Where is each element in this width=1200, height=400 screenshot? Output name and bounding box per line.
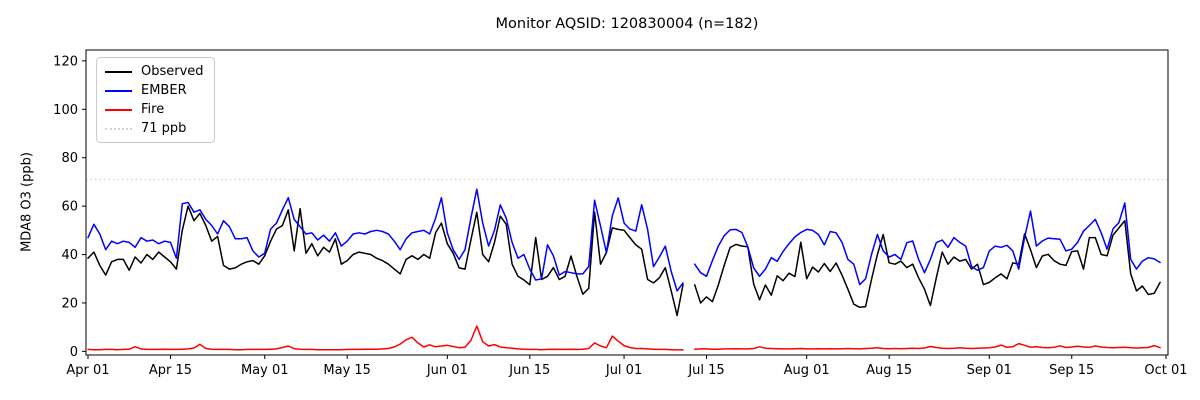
- x-tick-label: Jun 01: [426, 363, 468, 378]
- legend: Observed EMBER Fire 71 ppb: [96, 57, 215, 143]
- y-tick-label: 120: [53, 54, 78, 69]
- x-tick-label: Sep 01: [967, 363, 1012, 378]
- series-line-observed: [87, 205, 1161, 317]
- legend-label-fire: Fire: [141, 102, 165, 117]
- y-tick-label: 100: [53, 103, 78, 118]
- legend-item-ember: EMBER: [105, 83, 204, 98]
- y-tick-label: 80: [61, 151, 78, 166]
- plot-border: [85, 49, 1169, 356]
- x-tick-label: May 15: [323, 363, 371, 378]
- x-tick-label: Oct 01: [1144, 363, 1187, 378]
- ember-line-swatch: [105, 89, 132, 92]
- legend-label-threshold: 71 ppb: [141, 121, 187, 136]
- x-tick-label: Jul 01: [605, 363, 642, 378]
- y-tick-label: 40: [61, 248, 78, 263]
- series-line-fire: [87, 325, 1161, 351]
- x-tick-label: Sep 15: [1049, 363, 1094, 378]
- threshold-line-swatch: [105, 127, 132, 130]
- y-tick-label: 0: [70, 345, 78, 360]
- legend-label-observed: Observed: [141, 64, 204, 79]
- chart-title: Monitor AQSID: 120830004 (n=182): [495, 16, 759, 32]
- series-line-ember: [87, 188, 1161, 292]
- observed-line-swatch: [105, 70, 132, 73]
- x-tick-label: May 01: [241, 363, 289, 378]
- legend-item-fire: Fire: [105, 102, 204, 117]
- x-tick-label: Jul 15: [687, 363, 724, 378]
- y-tick-label: 60: [61, 200, 78, 215]
- x-tick-label: Apr 01: [66, 363, 109, 378]
- y-tick-label: 20: [61, 296, 78, 311]
- x-tick-label: Aug 15: [866, 363, 912, 378]
- legend-item-observed: Observed: [105, 64, 204, 79]
- x-tick-label: Jun 15: [508, 363, 550, 378]
- x-tick-label: Aug 01: [784, 363, 830, 378]
- fire-line-swatch: [105, 108, 132, 111]
- x-tick-label: Apr 15: [149, 363, 192, 378]
- legend-item-threshold: 71 ppb: [105, 121, 204, 136]
- legend-label-ember: EMBER: [141, 83, 187, 98]
